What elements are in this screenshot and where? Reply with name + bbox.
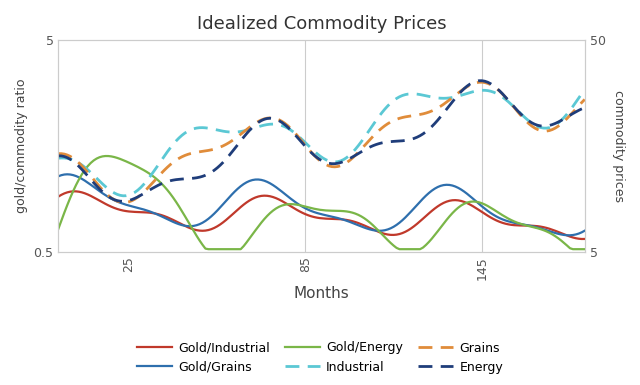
Energy	[478, 79, 486, 83]
Industrial	[63, 156, 71, 161]
Grains	[528, 124, 536, 128]
Y-axis label: gold/commodity ratio: gold/commodity ratio	[15, 79, 28, 213]
Y-axis label: commodity prices: commodity prices	[612, 90, 625, 202]
Gold/Industrial	[257, 194, 265, 198]
Grains	[166, 162, 174, 167]
Grains	[478, 80, 486, 84]
Gold/Energy	[63, 203, 71, 208]
Gold/Energy	[569, 247, 577, 251]
Gold/Energy	[528, 224, 536, 229]
Energy	[166, 179, 174, 183]
Grains	[581, 97, 589, 102]
Energy	[119, 199, 127, 204]
Gold/Grains	[67, 172, 74, 177]
Industrial	[566, 108, 574, 113]
Gold/Industrial	[525, 223, 532, 228]
Energy	[581, 105, 589, 110]
Grains	[119, 200, 127, 205]
Legend: Gold/Industrial, Gold/Grains, Gold/Energy, Industrial, Grains, Energy: Gold/Industrial, Gold/Grains, Gold/Energ…	[132, 336, 508, 379]
Industrial	[54, 156, 62, 161]
Line: Industrial: Industrial	[58, 89, 585, 196]
Gold/Energy	[205, 247, 212, 251]
Grains	[54, 151, 62, 156]
Gold/Industrial	[54, 194, 62, 199]
Industrial	[166, 146, 174, 151]
Industrial	[581, 87, 589, 92]
Energy	[257, 118, 265, 123]
Line: Gold/Grains: Gold/Grains	[58, 174, 585, 235]
Energy	[63, 155, 71, 160]
Grains	[63, 153, 71, 157]
Gold/Grains	[63, 172, 71, 177]
Gold/Grains	[257, 177, 265, 182]
Industrial	[116, 193, 124, 198]
Industrial	[525, 119, 532, 123]
Gold/Energy	[102, 154, 109, 158]
Energy	[528, 121, 536, 125]
Gold/Grains	[119, 201, 127, 206]
Gold/Grains	[54, 174, 62, 179]
Energy	[54, 154, 62, 158]
Gold/Grains	[525, 223, 532, 228]
Gold/Grains	[569, 233, 577, 237]
Line: Grains: Grains	[58, 82, 585, 203]
Grains	[257, 118, 265, 122]
Gold/Industrial	[69, 189, 77, 194]
Gold/Grains	[581, 228, 589, 233]
Gold/Energy	[260, 217, 268, 221]
Gold/Industrial	[581, 237, 589, 241]
Industrial	[257, 124, 265, 128]
Line: Gold/Energy: Gold/Energy	[58, 156, 585, 249]
Gold/Industrial	[578, 237, 586, 241]
Line: Gold/Industrial: Gold/Industrial	[58, 191, 585, 239]
Energy	[116, 199, 124, 204]
Gold/Industrial	[119, 208, 127, 213]
Gold/Grains	[566, 233, 574, 238]
Gold/Grains	[166, 218, 174, 223]
Gold/Industrial	[566, 234, 574, 239]
Grains	[569, 110, 577, 114]
Gold/Industrial	[63, 190, 71, 195]
Gold/Energy	[581, 247, 589, 251]
Gold/Energy	[166, 191, 174, 196]
Industrial	[119, 194, 127, 198]
Gold/Energy	[54, 226, 62, 231]
Title: Idealized Commodity Prices: Idealized Commodity Prices	[196, 15, 446, 33]
Grains	[116, 200, 124, 204]
Line: Energy: Energy	[58, 81, 585, 201]
Gold/Energy	[119, 158, 127, 162]
Gold/Industrial	[166, 216, 174, 221]
Energy	[569, 111, 577, 116]
X-axis label: Months: Months	[294, 286, 349, 301]
